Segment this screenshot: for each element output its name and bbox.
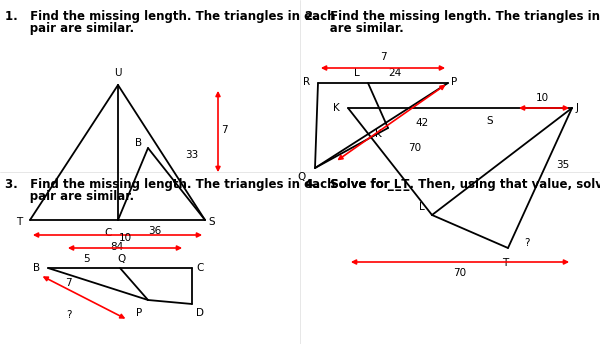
Text: B: B	[135, 138, 142, 148]
Text: T: T	[502, 258, 508, 268]
Text: J: J	[576, 103, 579, 113]
Text: P: P	[136, 308, 142, 318]
Text: 2.   Find the missing length. The triangles in each pair: 2. Find the missing length. The triangle…	[305, 10, 600, 23]
Text: 4.   Solve for ̲L̲T̲. Then, using that value, solve for ̲T̲J̲.: 4. Solve for ̲L̲T̲. Then, using that val…	[305, 178, 600, 191]
Text: L: L	[354, 68, 360, 78]
Text: 10: 10	[118, 233, 131, 243]
Text: 70: 70	[408, 143, 421, 153]
Text: 70: 70	[454, 268, 467, 278]
Text: K: K	[375, 129, 382, 139]
Text: 5: 5	[83, 254, 91, 264]
Text: U: U	[114, 68, 122, 78]
Text: 42: 42	[415, 118, 428, 128]
Text: D: D	[196, 308, 204, 318]
Text: 7: 7	[221, 125, 227, 135]
Text: 3.   Find the missing length. The triangles in each: 3. Find the missing length. The triangle…	[5, 178, 335, 191]
Text: are similar.: are similar.	[305, 22, 404, 35]
Text: T: T	[16, 217, 22, 227]
Text: C: C	[196, 263, 203, 273]
Text: B: B	[33, 263, 40, 273]
Text: Q: Q	[118, 254, 126, 264]
Text: C: C	[104, 228, 112, 238]
Text: ?: ?	[524, 238, 530, 248]
Text: K: K	[333, 103, 340, 113]
Text: S: S	[487, 116, 493, 126]
Text: P: P	[451, 77, 457, 87]
Text: 33: 33	[185, 150, 198, 160]
Text: 7: 7	[65, 278, 72, 288]
Text: 84: 84	[110, 242, 124, 252]
Text: R: R	[303, 77, 310, 87]
Text: 35: 35	[556, 160, 569, 170]
Text: 10: 10	[535, 93, 548, 103]
Text: pair are similar.: pair are similar.	[5, 190, 134, 203]
Text: 36: 36	[148, 226, 161, 236]
Text: Q: Q	[298, 172, 306, 182]
Text: ?: ?	[67, 310, 72, 320]
Text: S: S	[208, 217, 215, 227]
Text: L: L	[419, 202, 425, 212]
Text: 1.   Find the missing length. The triangles in each: 1. Find the missing length. The triangle…	[5, 10, 335, 23]
Text: pair are similar.: pair are similar.	[5, 22, 134, 35]
Text: 24: 24	[388, 68, 401, 78]
Text: 4.   Solve for: 4. Solve for	[305, 178, 394, 191]
Text: 7: 7	[380, 52, 386, 62]
